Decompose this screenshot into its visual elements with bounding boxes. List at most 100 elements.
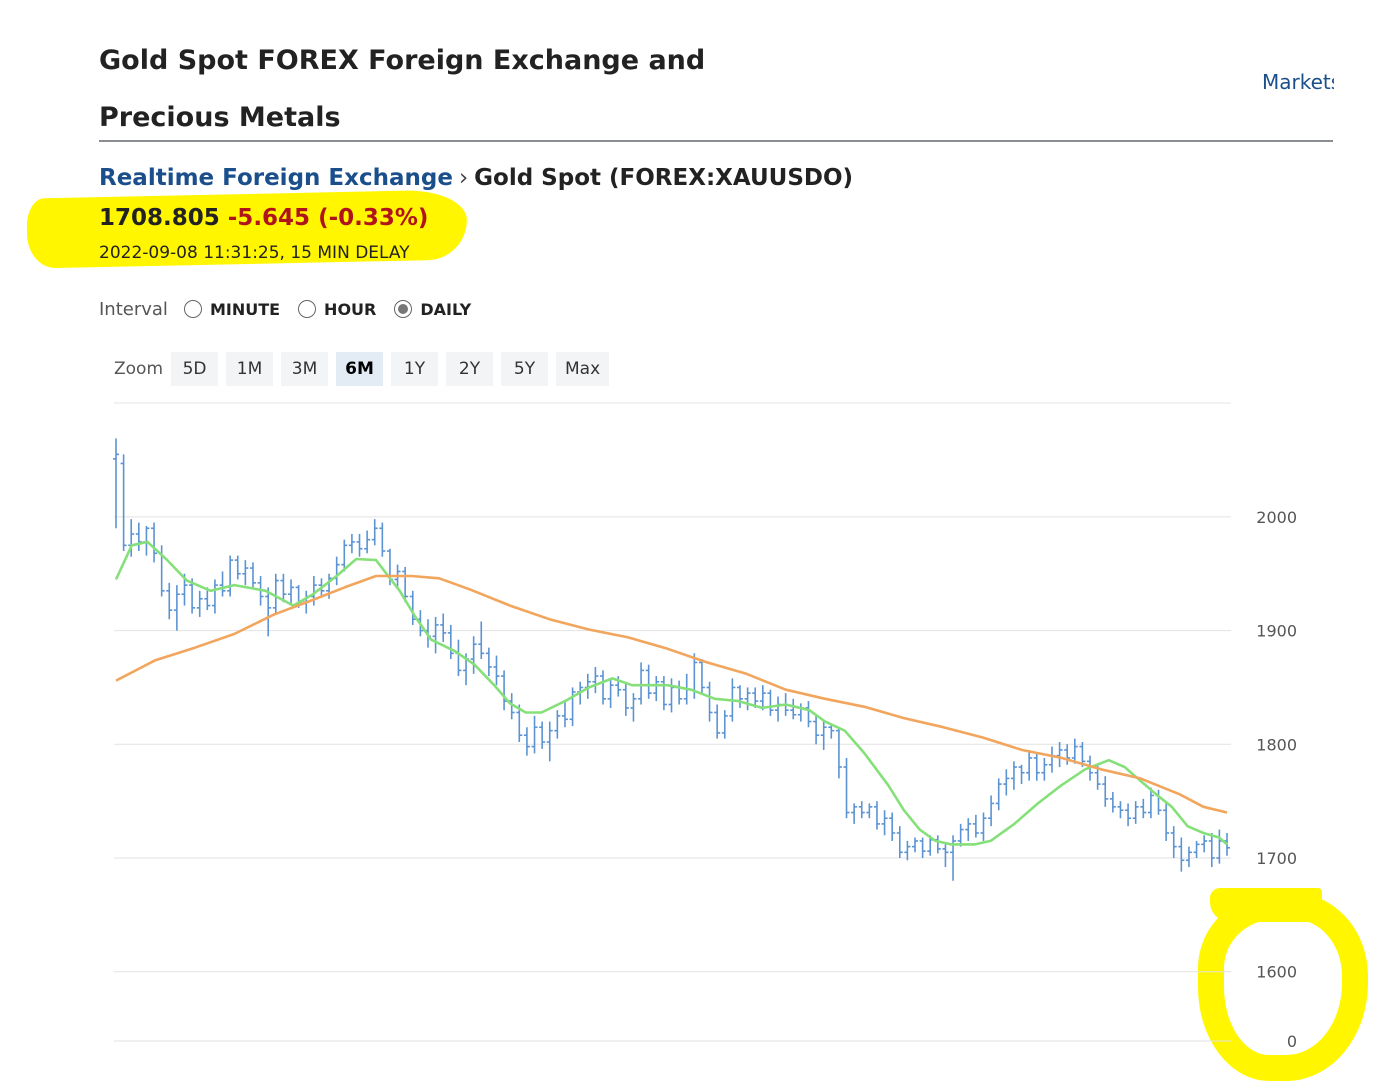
zoom-1m-button[interactable]: 1M: [226, 352, 274, 386]
ohlc-bar: [934, 835, 941, 854]
ohlc-bar: [767, 689, 774, 716]
moving-average-lines: [114, 540, 1228, 846]
ohlc-bar: [242, 560, 249, 586]
ohlc-bar: [752, 687, 759, 708]
ohlc-bar: [432, 616, 439, 654]
ohlc-bar: [736, 685, 743, 708]
ohlc-bar: [1140, 798, 1147, 819]
ohlc-bars: [113, 438, 1230, 881]
ohlc-bar: [858, 801, 865, 819]
ohlc-bar: [820, 721, 827, 750]
ohlc-bar: [660, 676, 667, 711]
ohlc-bar: [1117, 801, 1124, 819]
ohlc-bar: [173, 585, 180, 631]
ohlc-bar: [531, 715, 538, 754]
radio-hour[interactable]: [298, 300, 317, 318]
ohlc-bar: [797, 703, 804, 722]
breadcrumb-link-realtime-forex[interactable]: Realtime Foreign Exchange: [99, 165, 453, 191]
ohlc-bar: [280, 573, 287, 603]
ohlc-bar: [851, 803, 858, 824]
ohlc-bar: [1216, 829, 1223, 864]
ohlc-bar: [1041, 757, 1048, 781]
ohlc-bar: [493, 655, 500, 686]
ohlc-bar: [523, 727, 530, 756]
ohlc-bar: [714, 704, 721, 739]
ohlc-bar: [166, 582, 173, 620]
ohlc-bar: [539, 721, 546, 749]
ohlc-bar: [1003, 769, 1010, 796]
ohlc-bar: [813, 715, 820, 745]
ohlc-bar: [151, 522, 158, 563]
y-axis-label: 1600: [1256, 963, 1297, 982]
moving-average-long-line: [115, 574, 1228, 814]
ohlc-bar: [554, 710, 561, 739]
ohlc-bar: [1033, 753, 1040, 781]
ohlc-bar: [333, 556, 340, 586]
yellow-highlight-axis-stroke: [1210, 888, 1322, 922]
ohlc-bar: [1109, 792, 1116, 813]
interval-option-label: MINUTE: [209, 299, 281, 319]
zoom-3m-button[interactable]: 3M: [281, 352, 329, 386]
radio-daily[interactable]: [394, 300, 413, 318]
zoom-5y-button[interactable]: 5Y: [501, 352, 549, 386]
breadcrumb: Realtime Foreign Exchange › Gold Spot (FOR…: [99, 165, 853, 197]
interval-option-minute[interactable]: MINUTE: [183, 299, 281, 319]
y-axis-label: 1800: [1256, 735, 1297, 754]
quote-change: -5.645 (-0.33%): [227, 205, 429, 231]
ohlc-bar: [889, 812, 896, 841]
ohlc-bar: [1010, 761, 1017, 790]
ohlc-bar: [744, 687, 751, 711]
chart-gridlines: [114, 516, 1231, 1042]
breadcrumb-separator: ›: [458, 165, 469, 191]
radio-minute[interactable]: [183, 300, 202, 318]
interval-option-daily[interactable]: DAILY: [394, 300, 471, 319]
ohlc-bar: [904, 840, 911, 861]
y-axis-labels: 2000 1900 1800 1700 1600 0: [1256, 508, 1297, 1051]
ohlc-bar: [265, 587, 272, 637]
y-axis-label: 1700: [1256, 849, 1297, 868]
ohlc-bar: [668, 678, 675, 713]
ohlc-bar: [965, 818, 972, 841]
ohlc-bar: [775, 696, 782, 722]
zoom-2y-button[interactable]: 2Y: [446, 352, 494, 386]
ohlc-bar: [600, 670, 607, 705]
ohlc-bar: [1185, 846, 1192, 868]
interval-option-hour[interactable]: HOUR: [298, 300, 376, 319]
ohlc-bar: [234, 555, 241, 580]
ohlc-bar: [942, 844, 949, 868]
interval-selector: Interval MINUTE HOUR DAILY: [99, 294, 489, 324]
interval-label: Interval: [99, 298, 168, 320]
zoom-5d-button[interactable]: 5D: [171, 352, 219, 386]
ohlc-bar: [379, 522, 386, 557]
ohlc-bar: [835, 727, 842, 779]
ohlc-bar: [447, 624, 454, 660]
ohlc-bar: [995, 778, 1002, 811]
ohlc-bar: [1102, 776, 1109, 807]
title-divider: [99, 140, 1333, 142]
ohlc-bar: [272, 573, 279, 614]
ohlc-bar: [866, 803, 873, 819]
interval-option-label: HOUR: [324, 299, 377, 319]
ohlc-bar: [113, 438, 119, 529]
ohlc-bar: [988, 795, 995, 827]
zoom-max-button[interactable]: Max: [556, 352, 610, 386]
quote-line: 1708.805 -5.645 (-0.33%): [99, 205, 428, 231]
ohlc-bar: [972, 814, 979, 838]
ohlc-bar: [561, 701, 568, 728]
ohlc-bar: [485, 647, 492, 677]
ohlc-bar: [873, 801, 880, 830]
ohlc-bar: [759, 685, 766, 711]
ohlc-bar: [622, 681, 629, 716]
ohlc-bar: [364, 530, 371, 554]
ohlc-bar: [1056, 742, 1063, 768]
markets-link[interactable]: Markets: [1262, 70, 1334, 94]
ohlc-bar: [341, 539, 348, 572]
ohlc-bar: [645, 664, 652, 699]
interval-option-label: DAILY: [420, 299, 472, 319]
ohlc-bar: [592, 666, 599, 694]
zoom-1y-button[interactable]: 1Y: [391, 352, 439, 386]
ohlc-bar: [957, 823, 964, 847]
zoom-6m-button[interactable]: 6M: [336, 352, 384, 386]
ohlc-bar: [204, 587, 211, 611]
